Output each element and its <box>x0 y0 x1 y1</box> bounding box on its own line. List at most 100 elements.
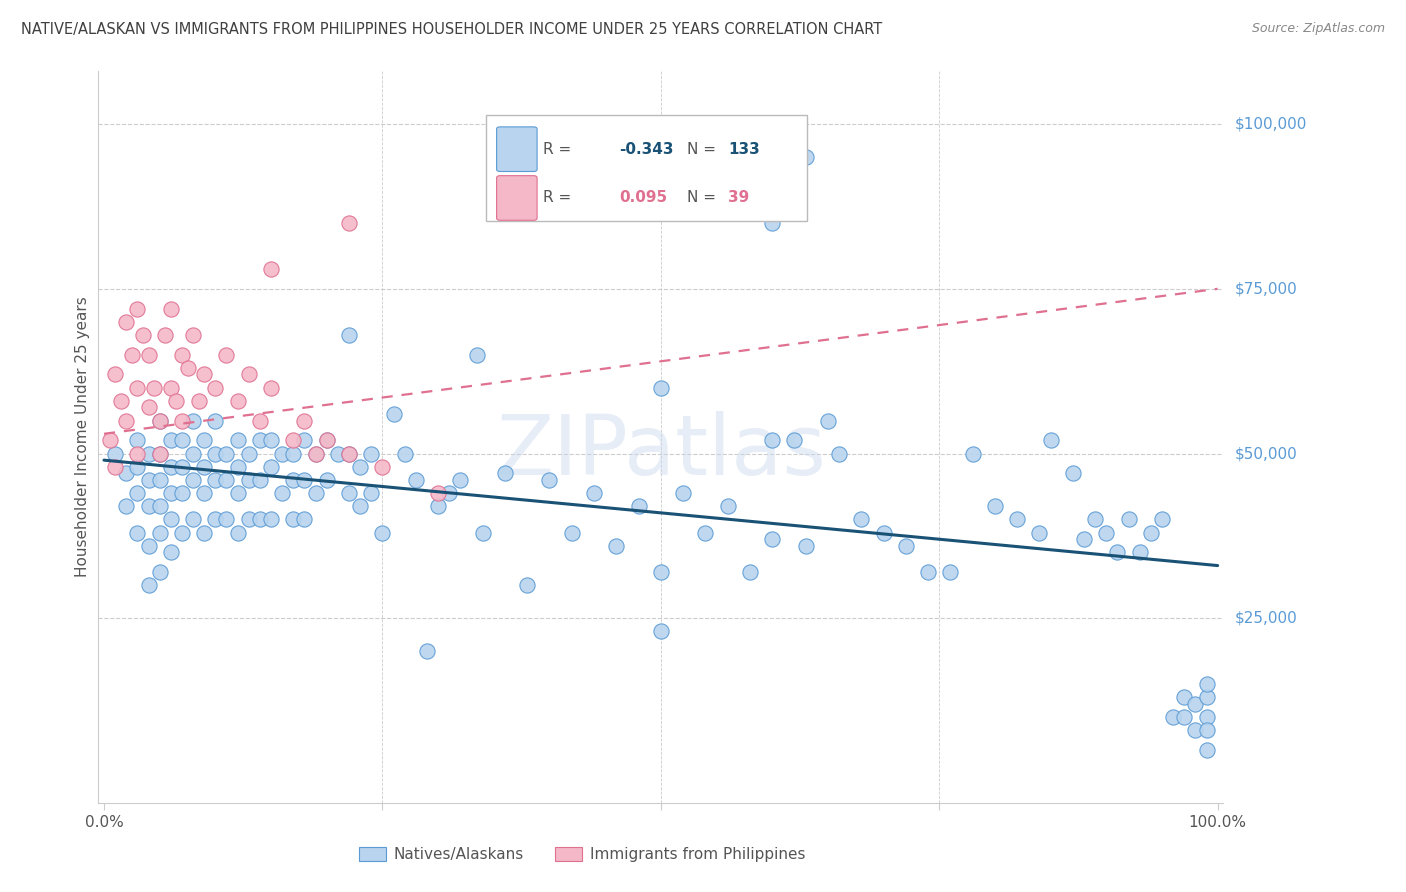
Point <box>260 434 283 448</box>
Point <box>471 525 494 540</box>
Point <box>226 393 249 408</box>
FancyBboxPatch shape <box>496 127 537 171</box>
Point <box>1095 525 1118 540</box>
Point <box>894 539 917 553</box>
Point <box>204 414 226 428</box>
Point <box>538 473 561 487</box>
Point <box>226 486 249 500</box>
Point <box>104 446 127 460</box>
Point <box>226 434 249 448</box>
Point <box>159 381 181 395</box>
Point <box>149 565 172 579</box>
Point <box>349 500 371 514</box>
Point <box>1173 710 1195 724</box>
Point <box>695 525 717 540</box>
Point <box>249 512 271 526</box>
Text: 39: 39 <box>728 191 749 205</box>
Point <box>1195 690 1218 705</box>
Point <box>427 486 450 500</box>
Point <box>226 459 249 474</box>
Point <box>149 414 172 428</box>
Point <box>193 368 215 382</box>
Point <box>149 500 172 514</box>
Point <box>181 473 204 487</box>
Point <box>416 644 439 658</box>
Point <box>204 473 226 487</box>
Text: Source: ZipAtlas.com: Source: ZipAtlas.com <box>1251 22 1385 36</box>
Point <box>260 459 283 474</box>
Point <box>650 624 672 639</box>
Point <box>315 434 337 448</box>
Point <box>382 407 405 421</box>
Point <box>204 381 226 395</box>
Point <box>215 473 238 487</box>
Point <box>159 545 181 559</box>
Point <box>238 473 260 487</box>
Point <box>371 459 394 474</box>
Point <box>104 368 127 382</box>
Point <box>717 500 740 514</box>
Point <box>138 446 160 460</box>
Point <box>1028 525 1050 540</box>
Text: 0.095: 0.095 <box>619 191 668 205</box>
Point <box>149 446 172 460</box>
Point <box>794 539 817 553</box>
Point <box>794 150 817 164</box>
Point <box>181 446 204 460</box>
Point <box>132 327 155 342</box>
Point <box>149 414 172 428</box>
Point <box>283 512 305 526</box>
Point <box>1195 677 1218 691</box>
Point <box>304 446 326 460</box>
Point <box>939 565 962 579</box>
Point <box>1184 723 1206 738</box>
Point <box>149 525 172 540</box>
Point <box>851 512 873 526</box>
Point <box>170 459 193 474</box>
Point <box>337 486 360 500</box>
Point <box>138 348 160 362</box>
Point <box>294 473 316 487</box>
Point <box>127 446 149 460</box>
Point <box>294 512 316 526</box>
Point <box>650 381 672 395</box>
Point <box>761 434 783 448</box>
Point <box>115 467 138 481</box>
Point <box>283 473 305 487</box>
Point <box>271 446 294 460</box>
Point <box>1129 545 1152 559</box>
Point <box>1118 512 1140 526</box>
Point <box>1039 434 1062 448</box>
Point <box>294 434 316 448</box>
Point <box>337 446 360 460</box>
Point <box>984 500 1007 514</box>
Point <box>170 486 193 500</box>
Point <box>1005 512 1028 526</box>
Point <box>337 446 360 460</box>
Point <box>360 486 382 500</box>
Point <box>149 473 172 487</box>
Text: ZIPatlas: ZIPatlas <box>496 411 825 492</box>
Point <box>138 401 160 415</box>
Point <box>104 459 127 474</box>
Point <box>193 434 215 448</box>
Point <box>115 315 138 329</box>
Point <box>226 525 249 540</box>
Text: R =: R = <box>543 191 571 205</box>
Point <box>1062 467 1084 481</box>
Point <box>249 414 271 428</box>
Point <box>143 381 166 395</box>
Point <box>1195 743 1218 757</box>
Point <box>371 525 394 540</box>
Point <box>260 512 283 526</box>
Point <box>165 393 187 408</box>
Point <box>170 348 193 362</box>
Point <box>783 434 806 448</box>
Point <box>315 434 337 448</box>
Point <box>337 216 360 230</box>
Point <box>304 486 326 500</box>
Point <box>115 414 138 428</box>
Text: 133: 133 <box>728 142 761 157</box>
Point <box>159 459 181 474</box>
Point <box>439 486 461 500</box>
